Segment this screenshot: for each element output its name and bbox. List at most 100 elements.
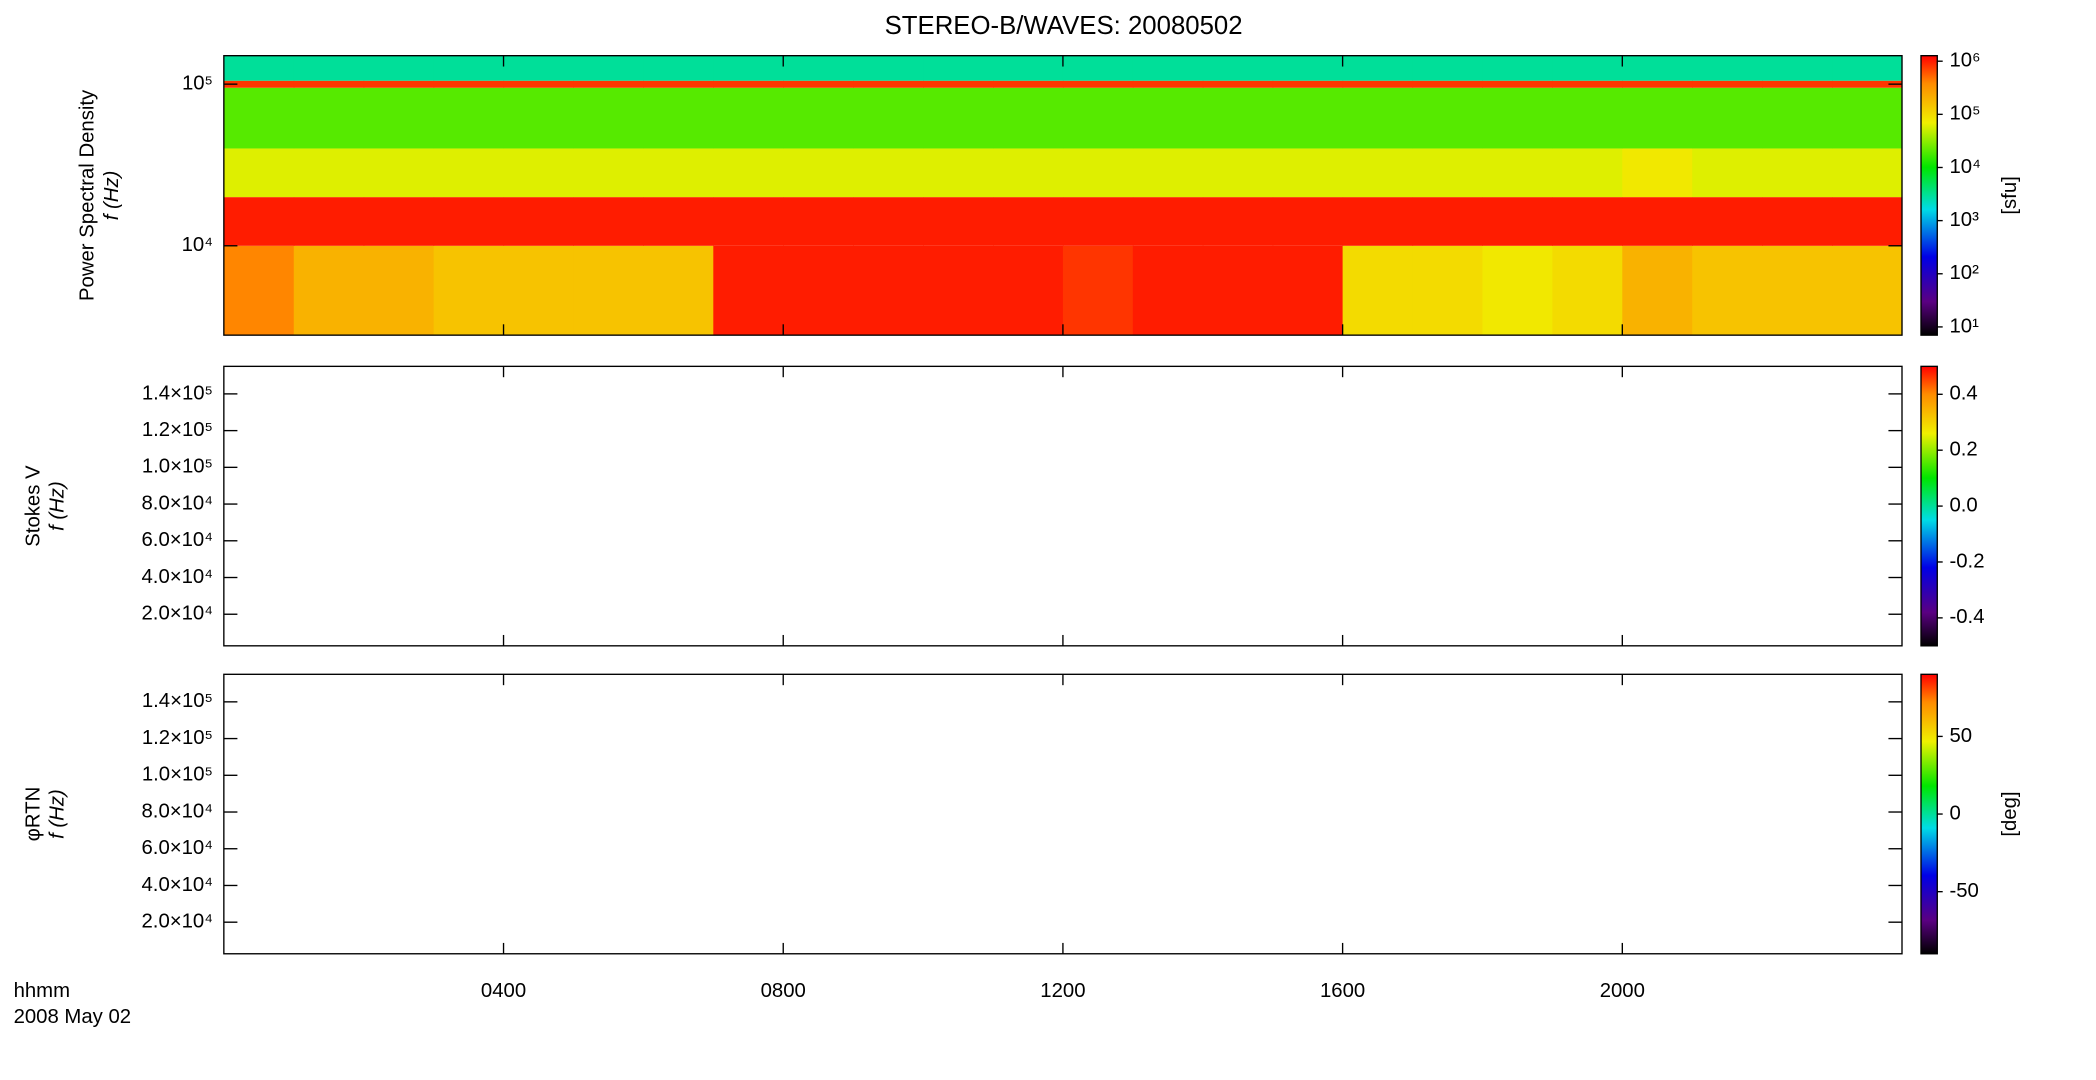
colorbar-tick-label: 50 [1949, 725, 1972, 747]
heatmap-cell [363, 245, 435, 336]
heatmap-cell [853, 245, 924, 336]
heatmap-cell [1062, 197, 1134, 246]
heatmap-cell [1552, 245, 1623, 336]
heatmap-cell [1062, 148, 1134, 198]
heatmap-cell [1622, 87, 1693, 149]
heatmap-cell [1202, 245, 1274, 336]
heatmap-cell [1412, 148, 1484, 198]
colorbar-tick-label: 0 [1949, 802, 1960, 824]
colorbar-tick-label: 10² [1949, 262, 1979, 284]
heatmap-cell [1482, 148, 1553, 198]
x-axis-label: hhmm [14, 980, 70, 1002]
heatmap-cell [293, 245, 365, 336]
heatmap-cell [1132, 197, 1204, 246]
heatmap-cell [783, 55, 854, 81]
y-tick-label: 2.0×10⁴ [142, 603, 213, 625]
colorbar-tick-label: -50 [1949, 880, 1978, 902]
heatmap-cell [1062, 245, 1134, 336]
chart-title: STEREO-B/WAVES: 20080502 [885, 12, 1243, 40]
y-tick-label: 6.0×10⁴ [142, 529, 213, 551]
heatmap-cell [433, 80, 505, 88]
heatmap-cell [293, 87, 365, 149]
heatmap-cell [992, 80, 1064, 88]
y-tick-label: 10⁴ [182, 234, 213, 256]
heatmap-cell [1202, 148, 1274, 198]
heatmap-cell [992, 55, 1064, 81]
y-tick-label: 1.2×10⁵ [142, 727, 213, 749]
heatmap-cell [1832, 80, 1903, 88]
date-label: 2008 May 02 [14, 1006, 132, 1028]
heatmap-cell [853, 197, 924, 246]
heatmap-cell [1342, 87, 1414, 149]
heatmap-cell [1202, 87, 1274, 149]
heatmap-cell [363, 55, 435, 81]
heatmap-cell [1132, 80, 1204, 88]
heatmap-cell [1062, 87, 1134, 149]
heatmap-cell [223, 55, 295, 81]
heatmap-cell [1132, 55, 1204, 81]
heatmap-cell [992, 197, 1064, 246]
heatmap-cell [992, 87, 1064, 149]
heatmap-cell [503, 148, 575, 198]
heatmap-cell [223, 80, 295, 88]
heatmap-cell [783, 148, 854, 198]
heatmap-cell [853, 148, 924, 198]
heatmap-cell [1412, 245, 1484, 336]
heatmap-cell [1552, 80, 1623, 88]
colorbar [1920, 55, 1938, 336]
heatmap-cell [1552, 87, 1623, 149]
heatmap-cell [503, 87, 575, 149]
y-tick-label: 6.0×10⁴ [142, 837, 213, 859]
heatmap-cell [1832, 55, 1903, 81]
colorbar-tick-label: 10⁴ [1949, 156, 1980, 178]
heatmap-cell [1272, 55, 1344, 81]
colorbar-tick-label: -0.2 [1949, 550, 1984, 572]
heatmap-cell [1692, 197, 1763, 246]
heatmap-cell [1692, 80, 1763, 88]
heatmap-cell [1132, 148, 1204, 198]
y-tick-label: 8.0×10⁴ [142, 492, 213, 514]
heatmap-cell [713, 245, 784, 336]
heatmap-cell [573, 55, 644, 81]
heatmap-cell [1692, 245, 1763, 336]
heatmap-cell [1412, 197, 1484, 246]
heatmap-cell [923, 55, 994, 81]
heatmap-cell [1762, 87, 1833, 149]
heatmap-cell [643, 87, 714, 149]
heatmap-cell [1482, 87, 1553, 149]
heatmap-cell [573, 80, 644, 88]
heatmap-cell [1692, 148, 1763, 198]
heatmap-cell [1412, 87, 1484, 149]
heatmap-cell [1832, 245, 1903, 336]
y-tick-label: 8.0×10⁴ [142, 800, 213, 822]
y-tick-label: 1.2×10⁵ [142, 419, 213, 441]
heatmap-cell [1762, 245, 1833, 336]
heatmap-cell [1622, 197, 1693, 246]
heatmap-cell [713, 197, 784, 246]
heatmap-cell [713, 80, 784, 88]
x-tick-label: 1200 [1040, 980, 1085, 1002]
heatmap-cell [433, 87, 505, 149]
heatmap-cell [643, 197, 714, 246]
heatmap-cell [293, 148, 365, 198]
heatmap-cell [363, 80, 435, 88]
colorbar-label: [sfu] [1999, 176, 2021, 214]
heatmap-cell [433, 55, 505, 81]
colorbar-tick-label: -0.4 [1949, 606, 1984, 628]
heatmap-cell [853, 87, 924, 149]
heatmap-cell [1202, 55, 1274, 81]
colorbar-tick-label: 10⁶ [1949, 50, 1980, 72]
y-tick-label: 1.4×10⁵ [142, 690, 213, 712]
heatmap-cell [1832, 197, 1903, 246]
heatmap-cell [433, 197, 505, 246]
heatmap-cell [1342, 80, 1414, 88]
heatmap-cell [573, 148, 644, 198]
colorbar-tick-label: 10¹ [1949, 315, 1979, 337]
heatmap-cell [1482, 80, 1553, 88]
heatmap-cell [643, 148, 714, 198]
heatmap-cell [1832, 148, 1903, 198]
y-axis-label: f (Hz) [47, 789, 69, 839]
heatmap-cell [503, 245, 575, 336]
heatmap-cell [992, 245, 1064, 336]
